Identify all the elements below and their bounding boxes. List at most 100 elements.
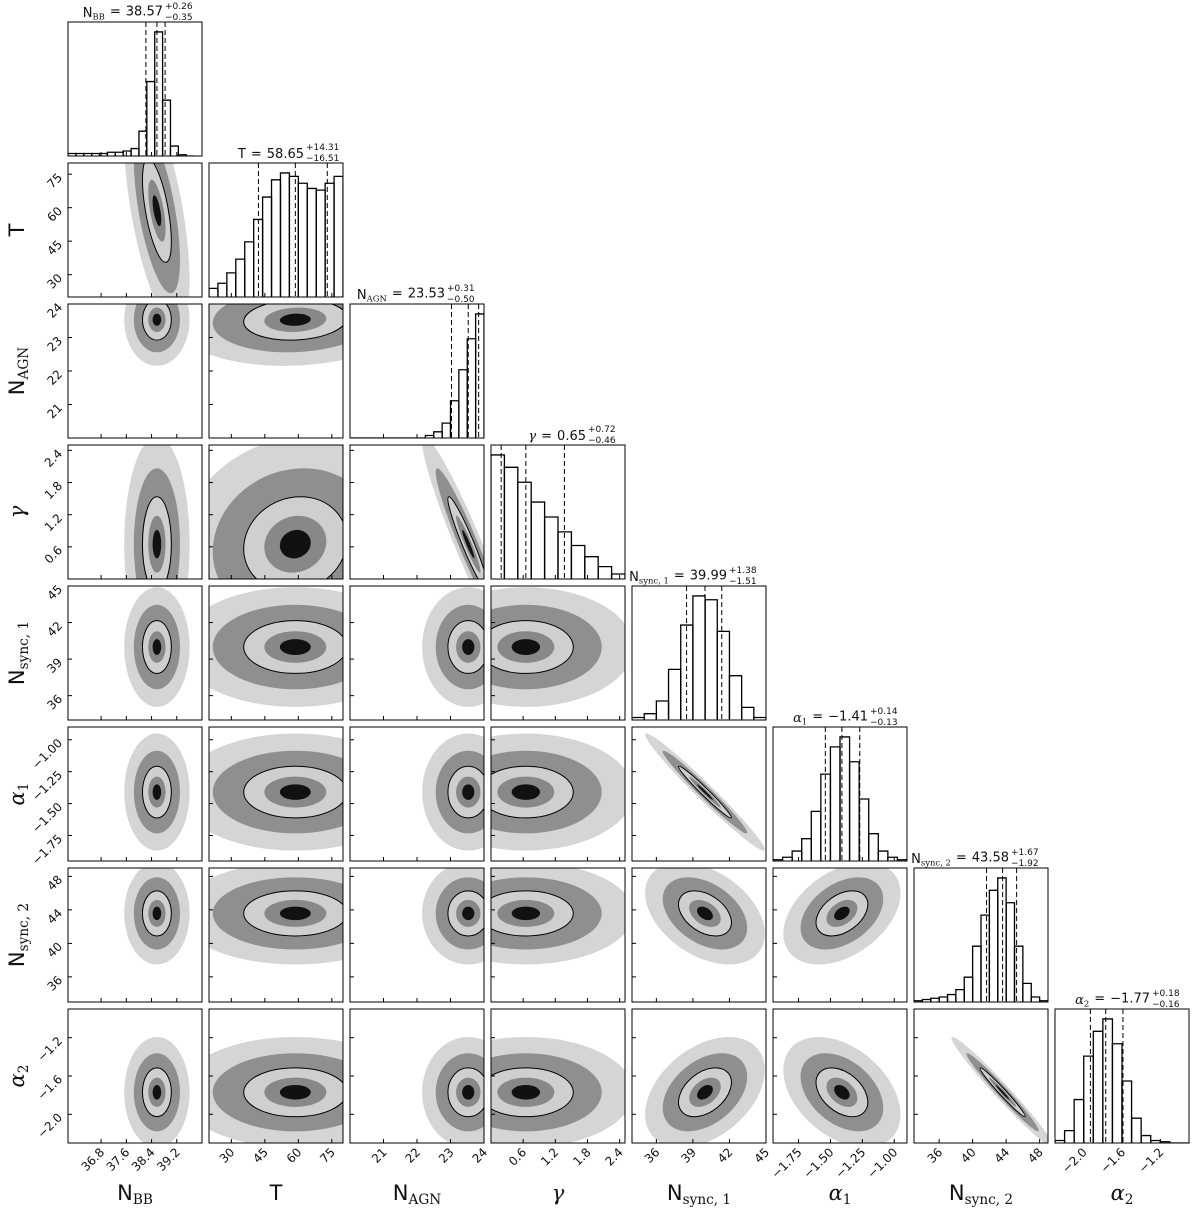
panel-content [645,1036,765,1143]
hist-bin [1022,982,1032,1002]
density-core [279,313,311,326]
x-axis-label-sub: 1 [843,1192,852,1208]
y-tick-label: 36 [44,973,65,994]
density-core [279,529,311,559]
x-axis-label-sub: 2 [1125,1192,1134,1208]
title-equals: = [812,710,823,725]
panel-frame [208,726,344,862]
panel-content [209,1036,343,1143]
y-axis-label-main: N [5,669,29,685]
title-plus: +0.18 [1152,989,1180,999]
x-tick-label: −2.0 [1059,1145,1090,1176]
panel-title: T = 58.65 [237,147,304,162]
y-axis-label-sub: sync, 2 [16,903,32,951]
panel-frame [349,303,485,439]
hist-bin [161,99,172,156]
y-axis-label-main: α [5,791,29,805]
density-core [462,639,475,655]
panel-content [350,304,484,438]
y-tick-label: 44 [44,906,65,927]
density-core [279,1084,311,1100]
hist-bin [474,313,484,438]
density-core [279,906,311,921]
y-axis-label-main: α [5,1073,29,1087]
title-name: α [793,711,802,726]
panel-content [209,445,343,579]
y-tick-label: 75 [44,170,65,191]
panel-content [124,304,190,366]
x-tick-label: 45 [751,1145,772,1166]
panel-frame [208,867,344,1003]
title-name: N [83,6,93,21]
panel-frame [67,303,203,439]
title-plus: +0.72 [588,425,616,435]
x-tick-label: 0.6 [506,1145,529,1168]
y-axis-label-main: γ [5,505,29,518]
y-axis-label: Nsync, 2 [5,903,32,967]
panel-content [422,587,484,707]
title-sub: AGN [366,294,388,304]
density-core [152,784,162,800]
y-tick-label: −1.75 [29,832,65,868]
panel-frame [772,726,908,862]
hist-bin [896,859,907,861]
y-tick-label: 36 [44,692,65,713]
y-tick-label: −1.25 [29,768,65,804]
density-core [462,1084,475,1100]
x-axis-label-main: γ [552,1181,565,1205]
panel [68,22,202,156]
panel-content [783,868,901,965]
title-plus: +0.14 [870,707,898,717]
x-tick-label: 39 [678,1145,699,1166]
panel-title: α2 = −1.77 [1075,992,1150,1009]
title-value: 23.53 [408,287,445,302]
panel-frame [67,867,203,1003]
panel-content [124,445,190,579]
x-tick-label: 75 [317,1145,338,1166]
panel-content [124,163,190,297]
panel-content [491,733,625,851]
panel [209,163,343,297]
density-core [462,529,475,559]
title-sub: BB [92,12,104,22]
panel-content [124,733,190,851]
panel-content [1055,1009,1189,1143]
panel-content [491,587,625,707]
hist-bin [728,675,743,720]
hist-bin [753,716,766,720]
panel-content [783,1036,901,1143]
panel-content [491,445,625,579]
title-name: N [911,852,921,867]
title-plus: +1.67 [1011,848,1039,858]
y-tick-label: −1.00 [29,736,65,772]
panel-title: Nsync, 2 = 43.58 [911,851,1009,868]
panel-content [124,868,190,965]
y-axis-label-sub: 1 [16,783,32,792]
x-axis-label-main: N [667,1181,683,1205]
y-tick-label: −1.50 [29,800,65,836]
panel-frame [913,1008,1049,1144]
panel-frame [631,726,767,862]
panel-content [914,868,1048,1002]
y-tick-label: 45 [44,237,65,258]
density-core [995,1084,1010,1100]
x-tick-label: 24 [469,1145,490,1166]
panel-content [209,587,343,707]
title-minus: −0.46 [588,436,616,446]
panel-frame [208,444,344,580]
panel-frame [349,1008,485,1144]
x-tick-label: 42 [715,1145,736,1166]
panel-frame [67,726,203,862]
x-tick-label: 40 [958,1145,979,1166]
title-value: 39.99 [690,569,727,584]
density-core [152,906,162,921]
x-tick-label: 38.4 [129,1145,158,1174]
x-axis-label: NAGN [393,1181,441,1208]
y-tick-label: 30 [44,271,65,292]
hist-bin [333,175,343,297]
y-axis-label-sub: AGN [16,347,32,381]
title-value: 38.57 [126,5,163,20]
panel-frame [1054,1008,1190,1144]
panel-frame [772,1008,908,1144]
y-tick-label: 22 [44,367,65,388]
